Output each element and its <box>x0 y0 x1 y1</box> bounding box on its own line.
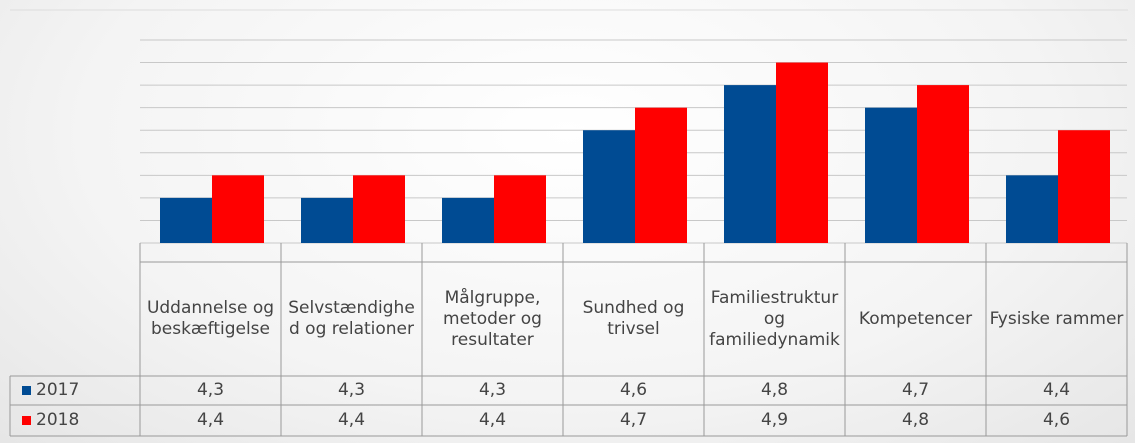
legend-label: 2017 <box>36 380 80 400</box>
category-label: Kompetencer <box>858 308 973 329</box>
bar <box>917 85 969 243</box>
value-label: 4,3 <box>478 380 507 400</box>
value-label: 4,7 <box>619 410 648 430</box>
value-label: 4,6 <box>619 380 648 400</box>
bar <box>1058 130 1110 243</box>
category-label: Familiestruktur og familiedynamik <box>709 287 840 350</box>
bar <box>724 85 776 243</box>
legend-entry: 2017 <box>10 376 140 405</box>
legend-label: 2018 <box>36 410 80 430</box>
value-label: 4,8 <box>901 410 930 430</box>
bar <box>583 130 635 243</box>
value-label: 4,3 <box>196 380 225 400</box>
value-label: 4,6 <box>1042 410 1071 430</box>
bar <box>635 107 687 244</box>
bar <box>776 62 828 243</box>
value-label: 4,4 <box>337 410 366 430</box>
bar <box>353 175 405 243</box>
legend-entry: 2018 <box>10 405 140 436</box>
bar <box>1006 175 1058 243</box>
legend-swatch <box>22 416 31 425</box>
bar <box>301 197 353 243</box>
value-label: 4,4 <box>1042 380 1071 400</box>
category-label: Sundhed og trivsel <box>582 298 685 339</box>
value-label: 4,8 <box>760 380 789 400</box>
value-label: 4,3 <box>337 380 366 400</box>
bar <box>160 197 212 243</box>
bar <box>494 175 546 243</box>
category-label: Uddannelse og beskæftigelse <box>146 298 275 339</box>
value-label: 4,4 <box>196 410 225 430</box>
legend-swatch <box>22 386 31 395</box>
bar <box>212 175 264 243</box>
bar <box>865 107 917 244</box>
value-label: 4,7 <box>901 380 930 400</box>
value-label: 4,4 <box>478 410 507 430</box>
category-label: Fysiske rammer <box>989 308 1124 329</box>
category-label: Målgruppe, metoder og resultater <box>443 287 542 350</box>
category-label: Selvstændighed og relationer <box>288 298 415 339</box>
value-label: 4,9 <box>760 410 789 430</box>
bar <box>442 197 494 243</box>
